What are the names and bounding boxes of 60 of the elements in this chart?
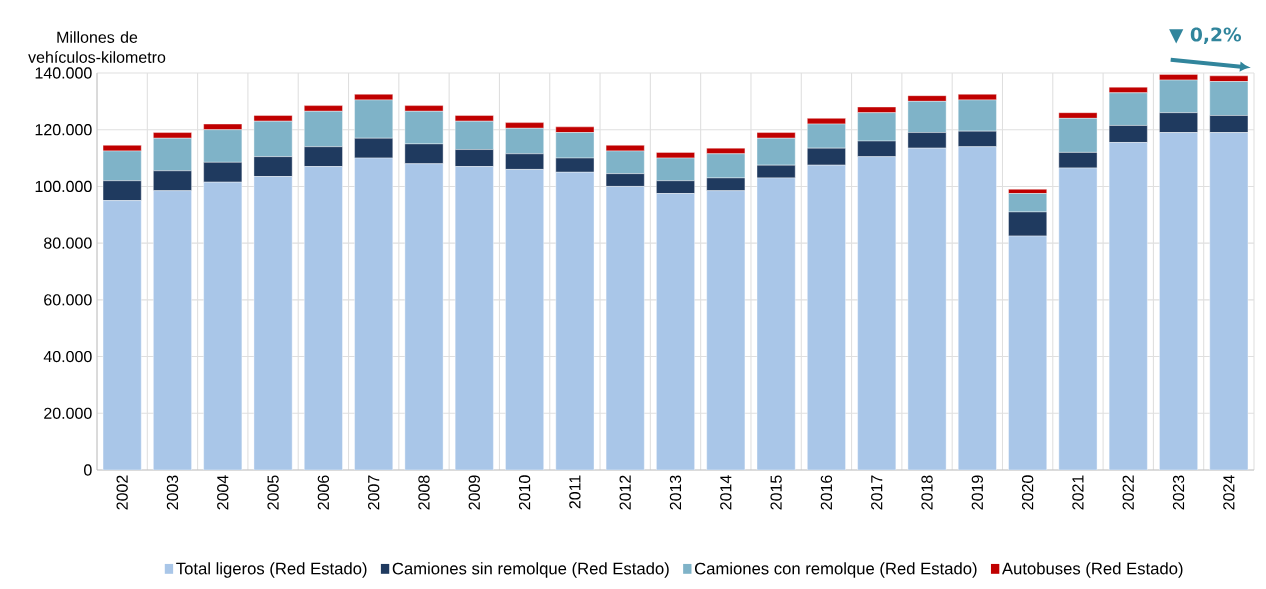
x-tick-label: 2022 <box>1122 475 1134 510</box>
legend-label: Total ligeros (Red Estado) <box>176 562 367 578</box>
x-tick-label: 2002 <box>116 475 128 510</box>
y-tick-label: 80.000 <box>44 237 92 249</box>
x-tick-label: 2019 <box>971 475 983 510</box>
bar <box>907 147 947 470</box>
x-tick-label: 2010 <box>518 475 531 510</box>
x-tick-label: 2011 <box>569 475 581 509</box>
y-tick-label: 20.000 <box>44 407 92 419</box>
x-tick-label: 2009 <box>468 475 480 510</box>
bar <box>756 177 796 470</box>
y-tick-label: 40.000 <box>43 350 92 363</box>
y-axis-title: Millones de vehículos-kilometro <box>28 31 166 63</box>
bar <box>807 164 846 470</box>
x-tick-label: 2020 <box>1021 475 1034 510</box>
y-tick-label: 140.000 <box>35 67 92 79</box>
legend-label: Autobuses (Red Estado) <box>1002 562 1183 578</box>
x-tick-label: 2007 <box>368 475 380 510</box>
x-tick-label: 2003 <box>166 475 179 510</box>
bar <box>555 172 595 470</box>
x-tick-label: 2016 <box>820 475 833 510</box>
y-tick-label: 0 <box>84 464 92 476</box>
bar <box>857 156 897 470</box>
x-tick-label: 2012 <box>619 475 631 510</box>
x-tick-label: 2013 <box>669 475 682 510</box>
x-tick-label: 2004 <box>217 475 229 510</box>
x-tick-label: 2006 <box>317 475 330 510</box>
y-tick-label: 120.000 <box>35 124 92 136</box>
text: ▼ 0,2% <box>1169 27 1242 44</box>
x-tick-label: 2014 <box>720 475 732 510</box>
bar <box>153 190 192 470</box>
bar <box>1108 142 1148 470</box>
bar <box>505 169 544 470</box>
bar <box>102 200 142 470</box>
x-tick-label: 2021 <box>1072 475 1084 510</box>
legend-label: Camiones sin remolque (Red Estado) <box>392 562 669 578</box>
bar <box>203 181 243 470</box>
y-tick-label: 100.000 <box>35 180 92 193</box>
x-tick-label: 2024 <box>1223 475 1235 510</box>
bar <box>253 176 293 470</box>
bar <box>304 166 343 470</box>
bar <box>404 163 444 470</box>
legend-label: Camiones con remolque (Red Estado) <box>694 562 977 578</box>
bar <box>958 146 997 470</box>
x-tick-label: 2017 <box>871 475 883 510</box>
x-tick-label: 2015 <box>770 475 782 510</box>
bar <box>656 193 695 470</box>
bar <box>1058 167 1098 470</box>
x-tick-label: 2008 <box>418 475 430 510</box>
bar <box>354 157 393 470</box>
bar <box>454 166 494 470</box>
bar <box>706 190 746 470</box>
x-tick-label: 2005 <box>267 475 279 510</box>
y-tick-label: 60.000 <box>44 294 92 306</box>
bar <box>1159 132 1198 470</box>
x-tick-label: 2023 <box>1172 475 1185 510</box>
bar <box>605 186 645 470</box>
x-tick-label: 2018 <box>921 475 933 510</box>
bar <box>1008 235 1047 470</box>
bar <box>1209 132 1249 470</box>
